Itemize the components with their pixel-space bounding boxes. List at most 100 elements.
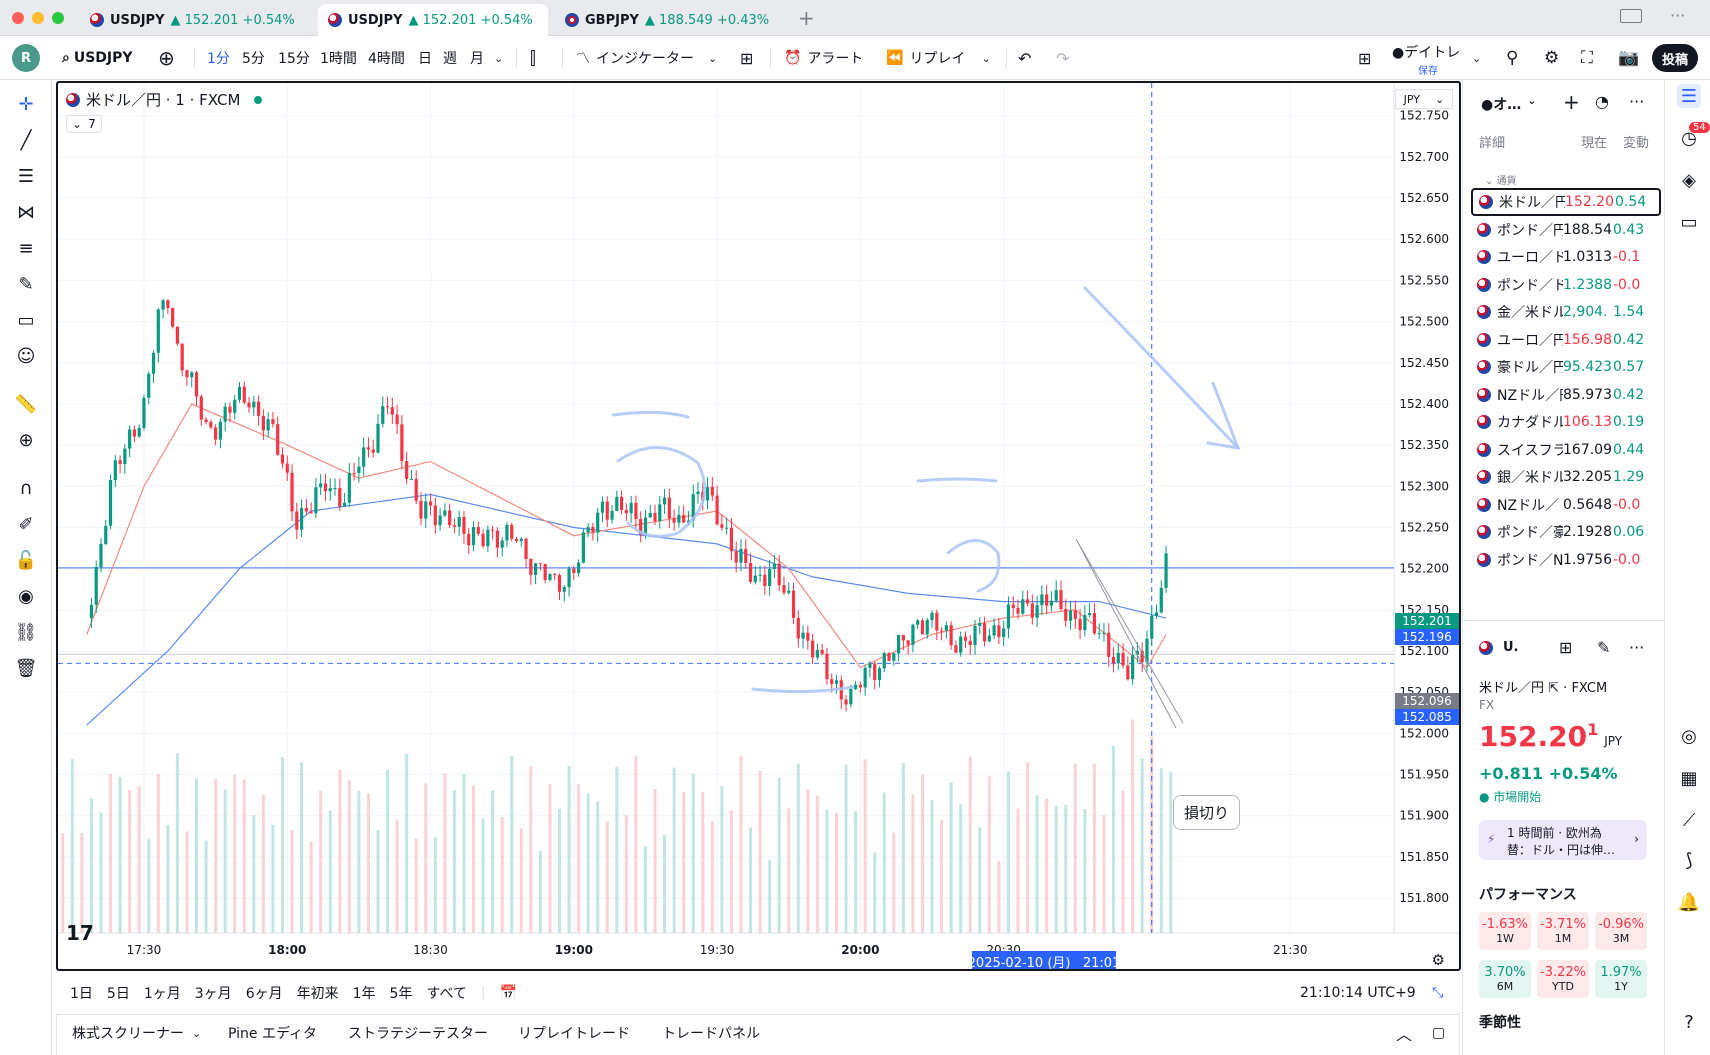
watchlist-row[interactable]: スイスフラン167.090.44 <box>1471 436 1661 464</box>
interval-day[interactable]: 日 <box>418 51 432 67</box>
more-icon[interactable]: ··· <box>1629 638 1645 657</box>
user-avatar[interactable]: R <box>12 44 40 72</box>
watchlist-icon[interactable]: ☰ <box>1677 84 1701 108</box>
range-1m[interactable]: 1ヶ月 <box>143 986 181 1002</box>
perf-cell[interactable]: -3.71% 1M <box>1537 912 1589 950</box>
indicators-collapse-button[interactable]: ⌄ 7 <box>66 115 102 133</box>
layout-grid-icon[interactable]: ⊞ <box>1358 48 1372 68</box>
perf-cell[interactable]: 3.70% 6M <box>1479 960 1531 998</box>
section-currencies[interactable]: ⌄ 通貨 <box>1485 176 1517 187</box>
col-change[interactable]: 変動 <box>1623 136 1650 151</box>
range-all[interactable]: すべて <box>426 986 467 1002</box>
tab-stock-screener[interactable]: 株式スクリーナー ⌄ <box>72 1026 202 1042</box>
fullscreen-icon[interactable]: ⛶ <box>1581 48 1593 68</box>
zoom-in-icon[interactable]: ⊕ <box>18 429 34 451</box>
chat-icon[interactable]: ▭ <box>1680 211 1698 233</box>
zoom-window-button[interactable] <box>52 12 64 24</box>
perf-cell[interactable]: 1.97% 1Y <box>1595 960 1647 998</box>
range-1d[interactable]: 1日 <box>70 986 93 1002</box>
quick-search-icon[interactable]: ⚲ <box>1506 48 1519 68</box>
target-icon[interactable]: ◎ <box>1681 725 1697 747</box>
browser-tab-2[interactable]: USDJPY ▲ 152.201 +0.54% <box>318 4 548 36</box>
currency-select[interactable]: JPY ⌄ <box>1395 89 1453 109</box>
range-1y[interactable]: 1年 <box>352 986 376 1002</box>
chevron-down-icon[interactable]: ⌄ <box>494 51 504 65</box>
interval-1h[interactable]: 1時間 <box>320 51 357 67</box>
advanced-view-icon[interactable]: ◔ <box>1595 92 1609 111</box>
chevron-up-icon[interactable]: ︿ <box>1396 1025 1413 1044</box>
tab-replay-trade[interactable]: リプレイトレード <box>518 1026 630 1042</box>
watchlist-row[interactable]: 金／米ドル 2,904. 1.54 <box>1471 298 1661 326</box>
sidebar-toggle-icon[interactable] <box>1620 9 1642 23</box>
publish-button[interactable]: 投稿 <box>1652 44 1699 72</box>
range-5y[interactable]: 5年 <box>389 986 413 1002</box>
interval-15m[interactable]: 15分 <box>278 51 310 67</box>
watchlist-row[interactable]: ユーロ／円 156.98 0.42 <box>1471 326 1661 354</box>
eye-icon[interactable]: ◉ <box>18 585 34 607</box>
new-tab-plus-icon[interactable]: + <box>798 6 815 30</box>
tab-pine-editor[interactable]: Pine エディタ <box>228 1026 317 1042</box>
lock-icon[interactable]: 🔓 <box>14 549 38 571</box>
calendar-icon[interactable]: ▦ <box>1680 767 1698 789</box>
fib-icon[interactable]: ≡ <box>18 237 34 259</box>
indicators-button[interactable]: 〽インジケーター ⌄ <box>576 44 717 72</box>
undo-icon[interactable]: ↶ <box>1018 48 1032 68</box>
stream-icon[interactable]: ⟆ <box>1685 849 1693 871</box>
minimize-window-button[interactable] <box>32 12 44 24</box>
clock-timezone[interactable]: 21:10:14 UTC+9 <box>1300 985 1416 1001</box>
layout-save-button[interactable]: ●デイトレ 保存 <box>1392 45 1461 77</box>
more-icon[interactable]: ··· <box>1629 92 1645 111</box>
pattern-icon[interactable]: ⋈ <box>17 201 35 223</box>
browser-tab-1[interactable]: USDJPY ▲ 152.201 +0.54% <box>80 4 312 36</box>
browser-tab-3[interactable]: GBPJPY ▲ 188.549 +0.43% <box>555 4 785 36</box>
chart-pane[interactable]: 152.750 152.700 152.650 152.600 152.550 152.5… <box>56 81 1461 971</box>
alert-button[interactable]: ⏰ アラート <box>784 50 864 67</box>
magnet-icon[interactable]: ∩ <box>19 477 33 499</box>
trendline-icon[interactable]: ╱ <box>20 129 32 151</box>
symbol-search-button[interactable]: ⌕ USDJPY <box>62 50 133 66</box>
perf-cell[interactable]: -3.22% YTD <box>1537 960 1589 998</box>
col-last[interactable]: 現在 <box>1581 136 1608 151</box>
horizontal-lines-icon[interactable]: ☰ <box>17 165 35 187</box>
price-chart[interactable]: 152.750 152.700 152.650 152.600 152.550 152.5… <box>58 83 1459 969</box>
watchlist-row[interactable]: NZドル／ドル0.5648-0.0 <box>1471 491 1661 519</box>
watchlist-row[interactable]: ユーロ／ドル1.0313-0.1 <box>1471 243 1661 271</box>
stop-loss-annotation[interactable]: 損切り <box>1173 795 1241 830</box>
redo-icon[interactable]: ↷ <box>1056 48 1070 68</box>
tab-trade-panel[interactable]: トレードパネル <box>662 1026 760 1042</box>
text-note-icon[interactable]: ▭ <box>17 309 35 331</box>
watchlist-row[interactable]: ポンド／NZ1.9756-0.0 <box>1471 546 1661 574</box>
interval-5m[interactable]: 5分 <box>242 51 265 67</box>
goto-date-calendar-icon[interactable]: 📅 <box>499 985 518 1001</box>
chevron-down-icon[interactable]: ⌄ <box>1472 51 1482 65</box>
watchlist-row[interactable]: カナダドル 106.13 0.19 <box>1471 408 1661 436</box>
close-window-button[interactable] <box>12 12 24 24</box>
watchlist-row[interactable]: ポンド／ドル1.2388-0.0 <box>1471 271 1661 299</box>
add-symbol-plus-icon[interactable]: + <box>1563 90 1580 114</box>
perf-cell[interactable]: -0.96% 3M <box>1595 912 1647 950</box>
camera-snapshot-icon[interactable]: 📷 <box>1618 48 1640 68</box>
bell-icon[interactable]: 🔔 <box>1677 891 1701 913</box>
help-icon[interactable]: ? <box>1684 1011 1694 1033</box>
maximize-panel-icon[interactable]: ▢ <box>1432 1025 1446 1041</box>
ruler-icon[interactable]: 📏 <box>14 393 38 415</box>
interval-4h[interactable]: 4時間 <box>368 51 405 67</box>
strategy-icon[interactable]: ⟋ <box>1682 809 1696 831</box>
chart-settings-gear-icon[interactable]: ⚙ <box>1431 951 1445 969</box>
trash-icon[interactable]: 🗑 <box>14 657 38 679</box>
tab-strategy-tester[interactable]: ストラテジーテスター <box>348 1026 488 1042</box>
edit-icon[interactable]: ✎ <box>1597 638 1611 657</box>
lock-draw-icon[interactable]: ✐ <box>18 513 34 535</box>
adjust-scale-icon[interactable]: ⤡ <box>1432 985 1444 1001</box>
watchlist-row[interactable]: 豪ドル／円 95.423 0.57 <box>1471 353 1661 381</box>
more-icon[interactable]: ··· <box>1670 6 1686 25</box>
range-3m[interactable]: 3ヶ月 <box>194 986 232 1002</box>
range-6m[interactable]: 6ヶ月 <box>245 986 283 1002</box>
col-detail[interactable]: 詳細 <box>1479 136 1506 151</box>
range-5d[interactable]: 5日 <box>106 986 130 1002</box>
candles-chart-type-icon[interactable]: ⫿ <box>530 47 536 69</box>
watchlist-select[interactable]: ●オ… ⌄ <box>1481 94 1537 113</box>
